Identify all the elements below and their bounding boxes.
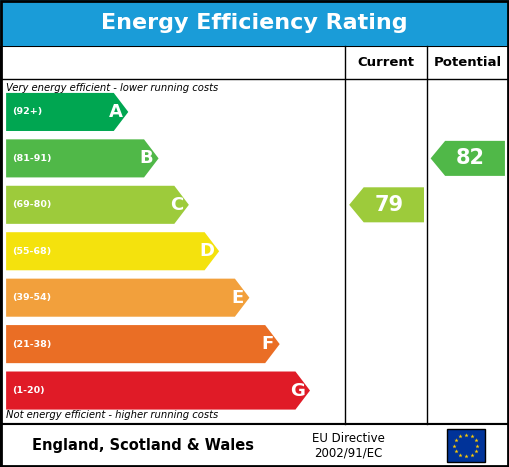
Polygon shape <box>6 372 310 410</box>
Polygon shape <box>431 141 505 176</box>
Text: G: G <box>290 382 305 400</box>
Bar <box>0 46 509 424</box>
Text: Very energy efficient - lower running costs: Very energy efficient - lower running co… <box>6 83 218 93</box>
Polygon shape <box>6 279 249 317</box>
Polygon shape <box>6 139 159 177</box>
Bar <box>0 424 509 467</box>
Text: Energy Efficiency Rating: Energy Efficiency Rating <box>101 13 408 33</box>
Polygon shape <box>6 186 189 224</box>
Text: EU Directive
2002/91/EC: EU Directive 2002/91/EC <box>312 432 385 460</box>
Text: B: B <box>139 149 153 167</box>
Text: (55-68): (55-68) <box>12 247 51 256</box>
Text: (1-20): (1-20) <box>12 386 45 395</box>
Bar <box>0 0 509 46</box>
Text: Not energy efficient - higher running costs: Not energy efficient - higher running co… <box>6 410 218 420</box>
Text: 79: 79 <box>374 195 403 215</box>
Polygon shape <box>6 325 280 363</box>
Text: England, Scotland & Wales: England, Scotland & Wales <box>32 438 253 453</box>
Text: (39-54): (39-54) <box>12 293 51 302</box>
Text: (92+): (92+) <box>12 107 42 116</box>
Polygon shape <box>6 232 219 270</box>
Text: Current: Current <box>357 56 414 69</box>
Text: (69-80): (69-80) <box>12 200 51 209</box>
Text: F: F <box>261 335 273 353</box>
Polygon shape <box>349 187 424 222</box>
Text: (81-91): (81-91) <box>12 154 52 163</box>
Text: C: C <box>170 196 183 214</box>
Text: D: D <box>200 242 214 260</box>
Text: Potential: Potential <box>434 56 502 69</box>
Text: E: E <box>231 289 243 307</box>
Bar <box>447 429 485 462</box>
Text: (21-38): (21-38) <box>12 340 51 348</box>
Text: 82: 82 <box>456 149 485 169</box>
Text: A: A <box>109 103 123 121</box>
Polygon shape <box>6 93 128 131</box>
